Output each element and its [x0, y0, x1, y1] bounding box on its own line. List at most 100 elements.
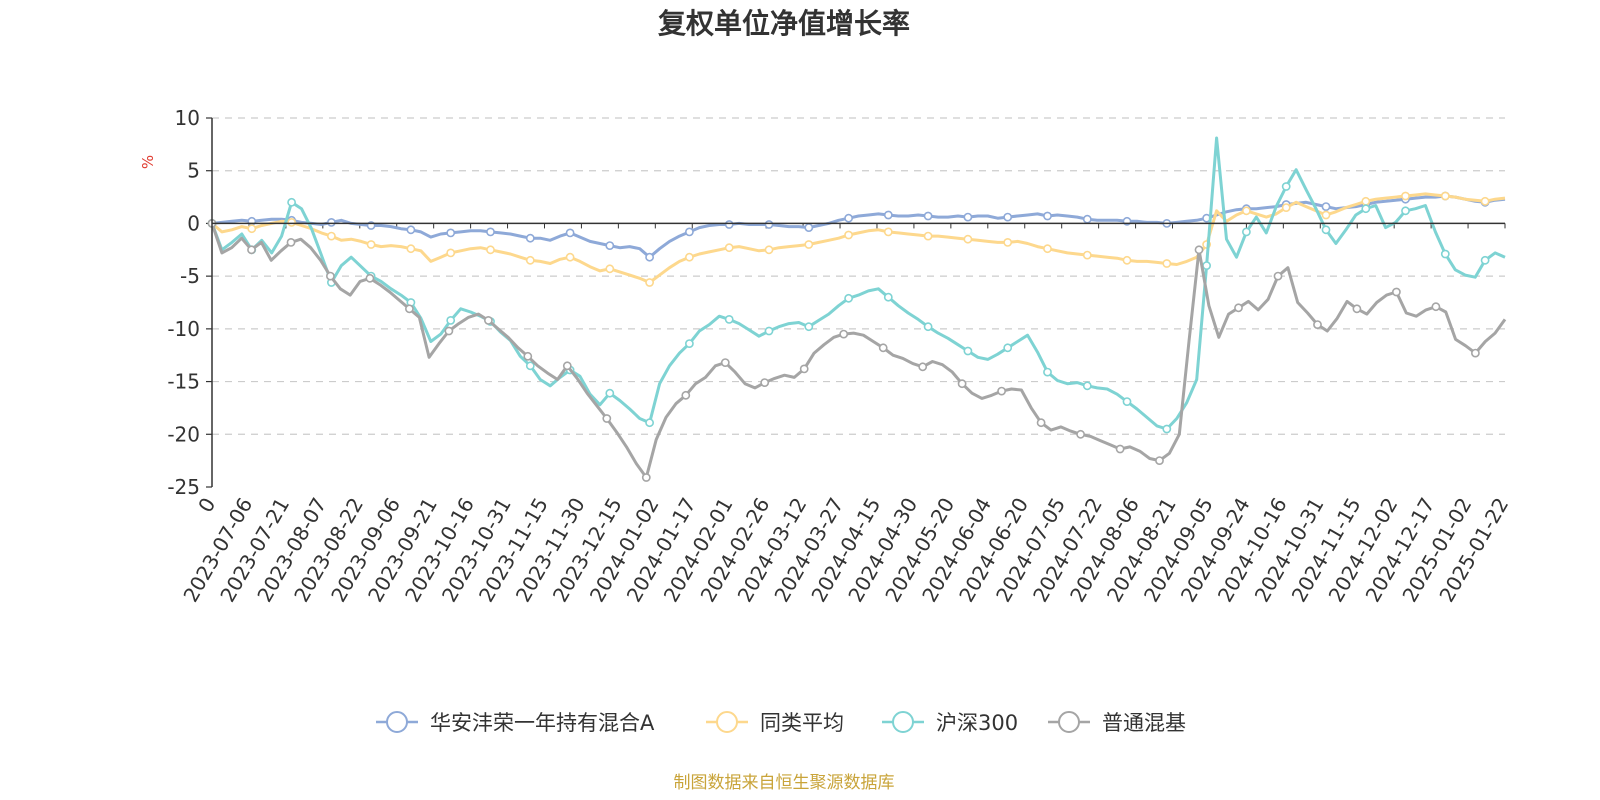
- data-point: [641, 473, 651, 482]
- data-point: [883, 210, 893, 220]
- axes: [211, 118, 1505, 487]
- data-point: [764, 326, 774, 336]
- data-point: [923, 211, 933, 221]
- data-point: [525, 361, 535, 371]
- data-point: [326, 231, 336, 241]
- y-axis-ticks: 10 5 0 -5 -10 -15 -20 -25: [167, 106, 212, 499]
- legend[interactable]: 华安沣荣一年持有混合A 同类平均 沪深300 普通混基: [376, 711, 1186, 735]
- data-point: [963, 346, 973, 356]
- data-point: [404, 304, 414, 314]
- data-point: [1242, 206, 1251, 216]
- data-point: [602, 414, 612, 423]
- legend-item[interactable]: 华安沣荣一年持有混合A: [376, 711, 655, 735]
- series-line: [210, 222, 1507, 479]
- data-point: [963, 234, 973, 244]
- data-point: [365, 273, 375, 283]
- data-point: [1082, 214, 1092, 224]
- source-note: 制图数据来自恒生聚源数据库: [674, 773, 895, 793]
- data-point: [923, 231, 933, 241]
- data-point: [681, 390, 691, 400]
- data-point: [804, 322, 814, 332]
- data-point: [1155, 456, 1164, 465]
- chart-title: 复权单位净值增长率: [658, 7, 910, 40]
- data-point: [799, 364, 809, 374]
- y-tick-label: -20: [167, 422, 200, 446]
- legend-marker-icon: [1058, 711, 1080, 733]
- data-point: [839, 329, 849, 339]
- data-point: [247, 224, 257, 234]
- data-point: [878, 343, 888, 353]
- data-point: [1273, 271, 1283, 281]
- data-point: [1076, 429, 1085, 439]
- data-point: [685, 252, 694, 262]
- data-point: [486, 245, 495, 255]
- y-tick-label: -25: [167, 475, 200, 499]
- data-point: [605, 264, 615, 274]
- y-tick-label: -5: [180, 264, 200, 288]
- data-point: [1361, 204, 1371, 214]
- data-point: [1043, 244, 1052, 254]
- data-point: [883, 292, 893, 302]
- y-tick-label: 10: [175, 106, 200, 130]
- data-point: [1480, 255, 1490, 265]
- series-group: [207, 191, 1506, 287]
- data-point: [685, 227, 694, 237]
- data-point: [1082, 250, 1092, 260]
- legend-item[interactable]: 同类平均: [706, 711, 844, 735]
- data-point: [406, 225, 416, 235]
- data-point: [605, 241, 615, 250]
- data-point: [565, 252, 575, 262]
- legend-marker-icon: [716, 711, 738, 733]
- data-point: [483, 315, 493, 325]
- data-point: [1115, 444, 1125, 454]
- data-point: [724, 220, 734, 229]
- series-group: [207, 191, 1506, 262]
- data-point: [446, 315, 456, 325]
- data-point: [804, 240, 814, 249]
- data-point: [963, 212, 973, 222]
- data-point: [720, 358, 730, 367]
- data-point: [444, 326, 454, 336]
- data-point: [1162, 424, 1172, 434]
- data-point: [760, 378, 770, 387]
- legend-marker-icon: [386, 711, 408, 733]
- series-group: [207, 136, 1506, 434]
- data-point: [1321, 202, 1331, 211]
- data-point: [1003, 212, 1013, 222]
- series-layer: [207, 136, 1507, 482]
- data-point: [645, 418, 654, 428]
- data-point: [446, 248, 456, 258]
- data-point: [525, 255, 535, 265]
- data-point: [326, 217, 336, 227]
- data-point: [997, 386, 1006, 396]
- data-point: [1234, 303, 1243, 313]
- series-line: [210, 136, 1506, 431]
- data-point: [1440, 191, 1450, 201]
- legend-item[interactable]: 普通混基: [1048, 711, 1186, 735]
- data-point: [406, 244, 416, 254]
- data-point: [1036, 418, 1046, 428]
- data-point: [247, 245, 256, 255]
- data-point: [1003, 237, 1013, 247]
- data-point: [1194, 245, 1204, 255]
- data-point: [1003, 343, 1013, 353]
- grid-lines: [212, 117, 1505, 435]
- legend-item[interactable]: 沪深300: [882, 711, 1018, 735]
- data-point: [1471, 348, 1480, 358]
- data-point: [1162, 259, 1172, 268]
- data-point: [724, 314, 734, 324]
- data-point: [685, 339, 694, 348]
- series-group: [207, 218, 1507, 482]
- data-point: [1082, 381, 1092, 391]
- data-point: [923, 322, 933, 332]
- data-point: [1321, 210, 1331, 220]
- data-point: [605, 388, 615, 398]
- data-point: [1122, 255, 1132, 265]
- y-tick-label: -10: [167, 317, 200, 341]
- data-point: [1242, 227, 1251, 237]
- y-axis-unit: %: [139, 155, 157, 169]
- y-tick-label: -15: [167, 370, 200, 394]
- y-tick-label: 0: [187, 211, 200, 235]
- data-point: [525, 233, 535, 243]
